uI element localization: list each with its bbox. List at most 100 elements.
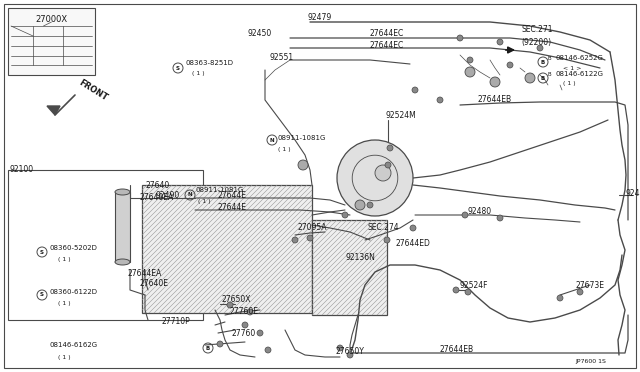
Text: 27760: 27760 — [232, 328, 256, 337]
Text: 27640E: 27640E — [140, 279, 169, 288]
Text: 92450: 92450 — [248, 29, 272, 38]
Text: ( 1 ): ( 1 ) — [58, 355, 70, 359]
Circle shape — [257, 330, 263, 336]
Circle shape — [307, 235, 313, 241]
Circle shape — [410, 225, 416, 231]
Circle shape — [387, 145, 393, 151]
Text: < 1 >: < 1 > — [563, 65, 581, 71]
Text: 08911-1081G: 08911-1081G — [195, 187, 243, 193]
Text: N: N — [269, 138, 275, 142]
Text: SEC.271: SEC.271 — [521, 26, 552, 35]
Circle shape — [412, 87, 418, 93]
Text: FRONT: FRONT — [77, 78, 109, 102]
Text: 08360-5202D: 08360-5202D — [50, 245, 98, 251]
Text: ( 1 ): ( 1 ) — [278, 148, 291, 153]
Text: 92524F: 92524F — [460, 280, 488, 289]
Text: 92136N: 92136N — [346, 253, 376, 263]
Text: ( 1 ): ( 1 ) — [58, 257, 70, 263]
Circle shape — [465, 67, 475, 77]
Text: 27644ED: 27644ED — [395, 238, 430, 247]
Text: S: S — [176, 65, 180, 71]
Bar — [312, 220, 387, 315]
Circle shape — [217, 341, 223, 347]
Bar — [8, 8, 95, 75]
Text: JP7600 1S: JP7600 1S — [575, 359, 606, 365]
Text: 92551: 92551 — [270, 54, 294, 62]
Circle shape — [525, 73, 535, 83]
Text: ( 1 ): ( 1 ) — [198, 199, 211, 205]
Text: 08360-6122D: 08360-6122D — [50, 289, 98, 295]
Bar — [115, 192, 130, 262]
Text: SEC.274: SEC.274 — [368, 224, 399, 232]
Circle shape — [227, 302, 233, 308]
Text: 27644EB: 27644EB — [478, 96, 512, 105]
Bar — [8, 170, 203, 320]
Text: 27644EC: 27644EC — [370, 42, 404, 51]
Text: 27000X: 27000X — [35, 16, 68, 25]
Text: 92490: 92490 — [155, 190, 179, 199]
Circle shape — [384, 237, 390, 243]
Text: 27644E: 27644E — [218, 202, 247, 212]
Text: 08146-6162G: 08146-6162G — [50, 342, 98, 348]
Circle shape — [367, 202, 373, 208]
Circle shape — [457, 35, 463, 41]
Text: 27644EA: 27644EA — [127, 269, 161, 278]
Circle shape — [490, 77, 500, 87]
Bar — [142, 185, 312, 313]
Text: 92480: 92480 — [468, 208, 492, 217]
Text: 08363-8251D: 08363-8251D — [185, 60, 233, 66]
Text: 08911-1081G: 08911-1081G — [278, 135, 326, 141]
Text: 27710P: 27710P — [162, 317, 191, 327]
Polygon shape — [47, 106, 60, 115]
Text: 92100: 92100 — [10, 166, 34, 174]
Ellipse shape — [115, 189, 130, 195]
Circle shape — [537, 45, 543, 51]
Text: N: N — [188, 192, 192, 198]
Circle shape — [437, 97, 443, 103]
Text: 27673E: 27673E — [576, 280, 605, 289]
Circle shape — [247, 309, 253, 315]
Circle shape — [265, 347, 271, 353]
Text: 27644E: 27644E — [218, 190, 247, 199]
Circle shape — [507, 62, 513, 68]
Text: 92440: 92440 — [625, 189, 640, 198]
Text: 27644EC: 27644EC — [370, 29, 404, 38]
Text: S: S — [40, 250, 44, 254]
Text: B: B — [547, 55, 551, 61]
Text: (92200): (92200) — [521, 38, 551, 46]
Circle shape — [375, 165, 391, 181]
Text: 92524M: 92524M — [385, 112, 416, 121]
Text: B: B — [206, 346, 210, 350]
Circle shape — [292, 237, 298, 243]
Text: S: S — [40, 292, 44, 298]
Text: 92479: 92479 — [308, 13, 332, 22]
Text: 27650X: 27650X — [222, 295, 252, 305]
Text: ( 1 ): ( 1 ) — [192, 71, 205, 76]
Text: 27640EA: 27640EA — [140, 192, 174, 202]
Text: 27095A: 27095A — [298, 224, 328, 232]
Circle shape — [385, 162, 391, 168]
Circle shape — [355, 200, 365, 210]
Circle shape — [347, 352, 353, 358]
Circle shape — [497, 215, 503, 221]
Text: B: B — [547, 71, 551, 77]
Text: ( 1 ): ( 1 ) — [58, 301, 70, 305]
Text: 27650Y: 27650Y — [335, 347, 364, 356]
Circle shape — [342, 212, 348, 218]
Circle shape — [577, 289, 583, 295]
Circle shape — [467, 57, 473, 63]
Text: 27644EB: 27644EB — [440, 346, 474, 355]
Circle shape — [337, 140, 413, 216]
Text: ( 1 ): ( 1 ) — [563, 81, 575, 87]
Text: 27640: 27640 — [145, 180, 169, 189]
Circle shape — [298, 160, 308, 170]
Circle shape — [337, 345, 343, 351]
Circle shape — [465, 289, 471, 295]
Circle shape — [557, 295, 563, 301]
Circle shape — [462, 212, 468, 218]
Ellipse shape — [115, 259, 130, 265]
Circle shape — [497, 39, 503, 45]
Text: 08146-6122G: 08146-6122G — [555, 71, 603, 77]
Text: 27760E: 27760E — [230, 308, 259, 317]
Circle shape — [453, 287, 459, 293]
